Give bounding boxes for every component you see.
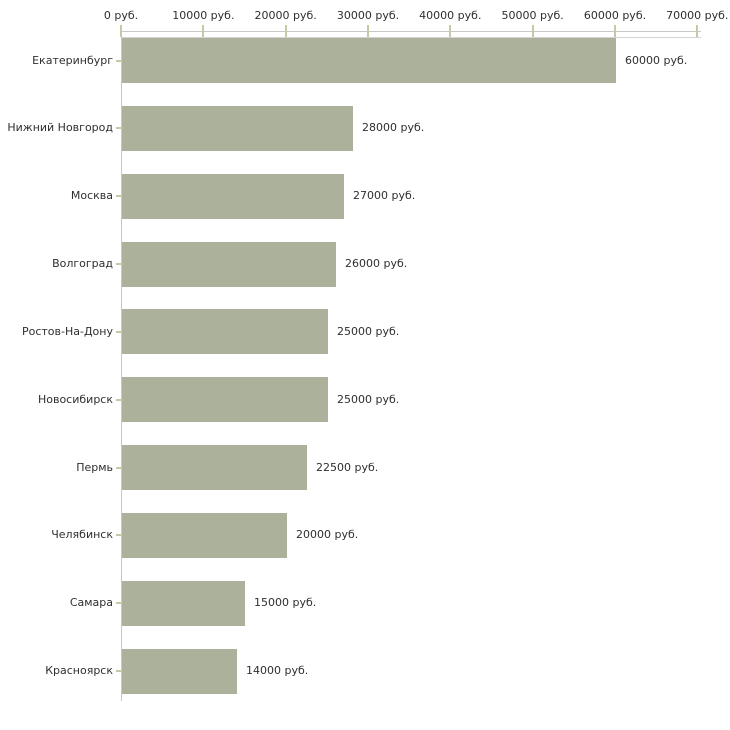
bar [122,241,336,287]
x-axis-tick-mark [696,25,699,37]
x-axis-tick-label: 50000 руб. [501,9,564,22]
bar-value-label: 20000 руб. [296,528,359,542]
y-axis-tick-mark [116,602,121,605]
bar-value-label: 27000 руб. [353,189,416,203]
y-axis-tick-mark [116,466,121,469]
bar [122,580,245,626]
y-axis-tick-mark [116,59,121,62]
bar [122,377,328,423]
bar [122,648,237,694]
bar-value-label: 15000 руб. [254,596,317,610]
bar [122,512,287,558]
y-axis-category-label: Екатеринбург [32,53,113,67]
y-axis-tick-mark [116,330,121,333]
y-axis-tick-mark [116,263,121,266]
x-axis-tick-label: 60000 руб. [583,9,647,22]
y-axis-category-label: Москва [70,189,113,203]
y-axis-category-label: Нижний Новгород [7,121,113,135]
x-axis-tick-mark [120,25,122,37]
y-axis-tick-mark [116,195,121,198]
x-axis-tick-mark [284,25,287,37]
bar [122,309,328,355]
x-axis-line [121,31,701,32]
x-axis-tick-label: 70000 руб. [666,9,729,22]
bar [122,38,616,83]
y-axis-category-label: Красноярск [45,664,113,678]
bar [122,445,307,491]
bar-value-label: 25000 руб. [337,392,400,406]
y-axis-category-label: Челябинск [51,528,113,542]
bar-value-label: 60000 руб. [625,53,688,67]
bar-value-label: 14000 руб. [246,664,309,678]
x-axis-tick-mark [449,25,452,37]
x-axis-tick-label: 40000 руб. [419,9,482,22]
y-axis-category-label: Новосибирск [37,392,113,406]
bar-value-label: 26000 руб. [345,257,408,271]
x-axis-tick-label: 30000 руб. [336,9,400,22]
x-axis-tick-label: 10000 руб. [172,9,235,22]
x-axis-tick-mark [613,25,616,37]
y-axis-category-label: Самара [69,596,113,610]
y-axis-tick-mark [116,534,121,537]
y-axis-category-label: Пермь [76,460,113,474]
y-axis-line [121,31,122,701]
bar [122,105,353,151]
plot-top-border [121,37,701,38]
y-axis-category-label: Ростов-На-Дону [21,324,113,338]
bar-value-label: 22500 руб. [316,460,379,474]
y-axis-tick-mark [116,398,121,401]
x-axis-tick-mark [202,25,205,37]
x-axis-tick-label: 20000 руб. [254,9,317,22]
x-axis-tick-label: 0 руб. [103,9,139,22]
y-axis-category-label: Волгоград [52,257,113,271]
bar [122,173,344,219]
bar-value-label: 25000 руб. [337,324,400,338]
y-axis-tick-mark [116,670,121,673]
y-axis-tick-mark [116,127,121,130]
x-axis-tick-mark [531,25,534,37]
x-axis-tick-mark [366,25,369,37]
bar-value-label: 28000 руб. [362,121,425,135]
